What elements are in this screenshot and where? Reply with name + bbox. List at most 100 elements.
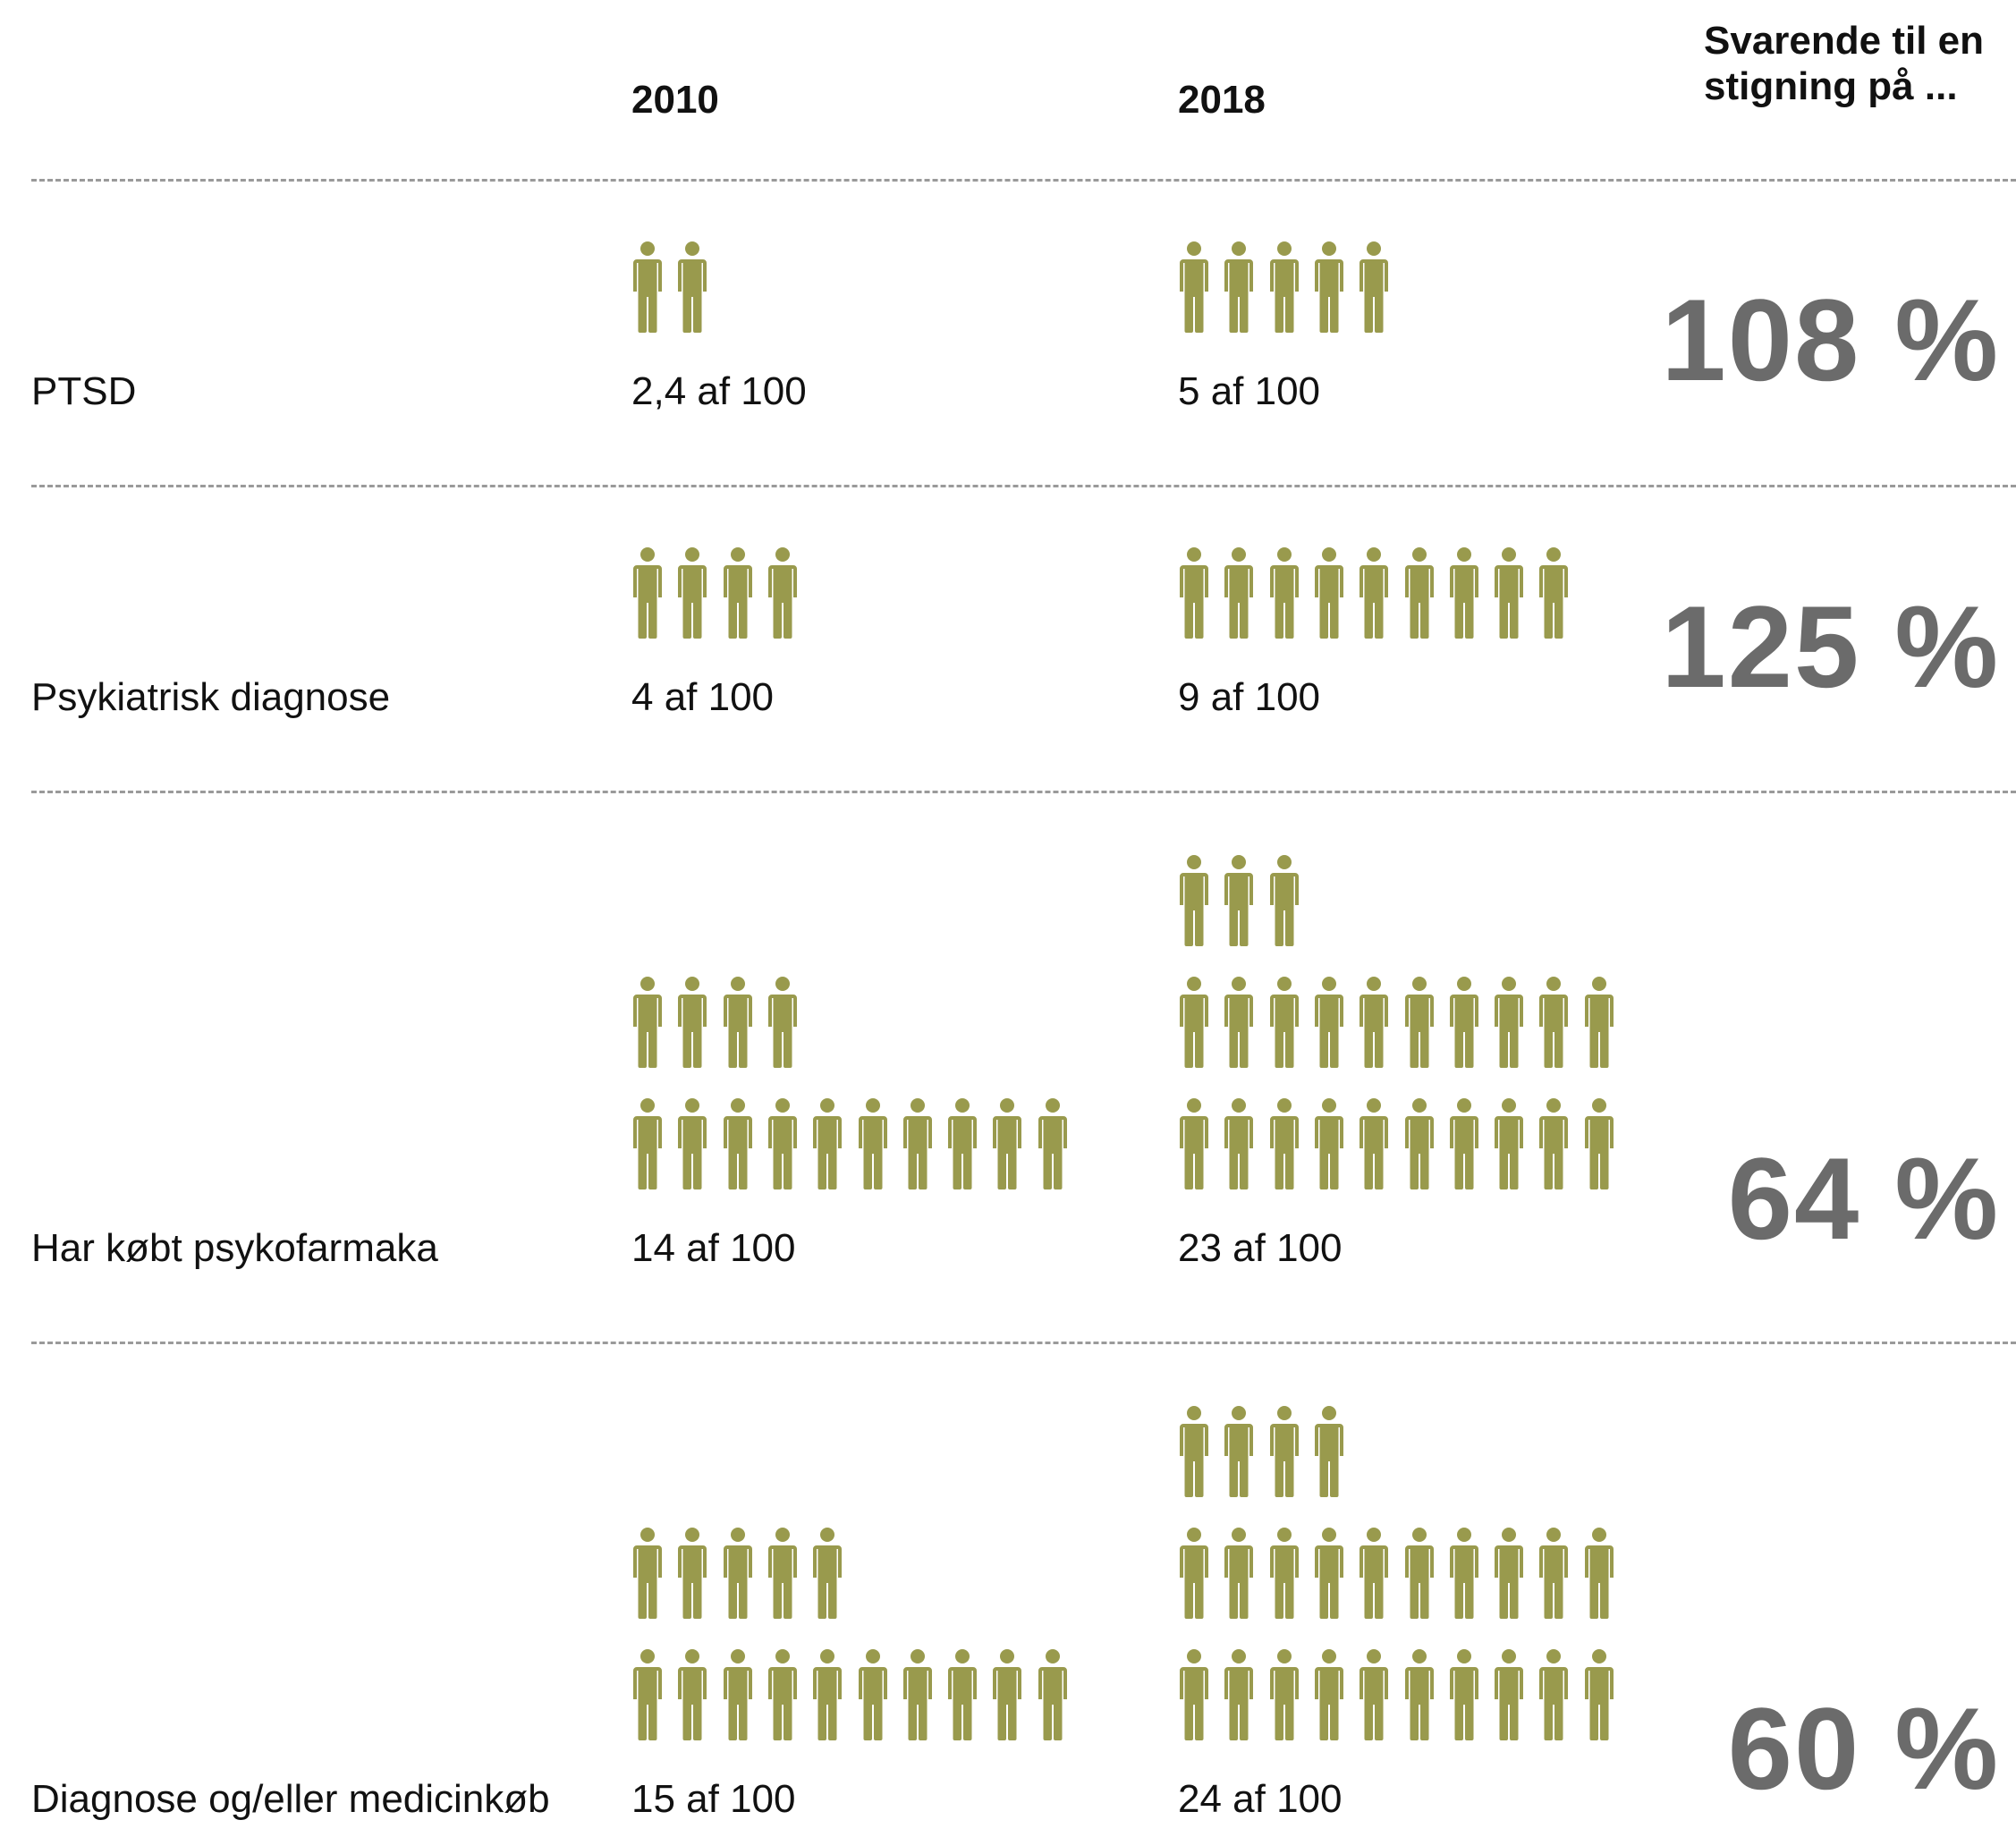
person-icon xyxy=(1268,977,1300,1068)
person-icon xyxy=(1403,977,1436,1068)
person-icon xyxy=(1537,1528,1570,1619)
person-icon xyxy=(1493,977,1525,1068)
value-label-2010: 4 af 100 xyxy=(631,675,775,719)
person-icon xyxy=(676,1649,708,1740)
person-icon xyxy=(1178,1528,1210,1619)
person-icon xyxy=(1493,1528,1525,1619)
person-icon xyxy=(811,1528,843,1619)
row-divider xyxy=(31,791,2016,793)
person-icon xyxy=(857,1649,889,1740)
person-icon xyxy=(1178,1406,1210,1497)
person-icon xyxy=(767,1528,799,1619)
person-icon xyxy=(631,1528,664,1619)
person-icon xyxy=(631,547,664,639)
person-icon xyxy=(767,1098,799,1189)
person-icon xyxy=(946,1098,978,1189)
person-icon xyxy=(1223,241,1255,333)
person-icon xyxy=(1448,547,1480,639)
row-label: Diagnose og/eller medicinkøb xyxy=(31,1777,550,1821)
column-header-2010: 2010 xyxy=(631,78,719,122)
person-icon xyxy=(1178,1098,1210,1189)
value-label-2018: 24 af 100 xyxy=(1178,1777,1343,1821)
person-icon xyxy=(1223,855,1255,946)
person-icon xyxy=(1313,547,1345,639)
person-icon xyxy=(1358,547,1390,639)
person-icon xyxy=(1403,1098,1436,1189)
person-icon xyxy=(1448,977,1480,1068)
person-icon xyxy=(1178,547,1210,639)
person-icon xyxy=(1178,977,1210,1068)
person-icon xyxy=(1493,547,1525,639)
person-icon xyxy=(1178,1649,1210,1740)
person-icon xyxy=(1448,1098,1480,1189)
person-icon xyxy=(1268,1649,1300,1740)
person-icon xyxy=(1358,977,1390,1068)
person-icon xyxy=(1448,1528,1480,1619)
person-icon xyxy=(902,1098,934,1189)
person-icon xyxy=(1178,241,1210,333)
person-icon xyxy=(1537,977,1570,1068)
person-icon xyxy=(1313,1098,1345,1189)
person-icon xyxy=(1268,855,1300,946)
person-icon xyxy=(1037,1098,1069,1189)
column-header-increase: Svarende til en stigning på ... xyxy=(1704,19,1985,109)
person-icon xyxy=(1313,1528,1345,1619)
person-icon xyxy=(1037,1649,1069,1740)
value-label-2018: 9 af 100 xyxy=(1178,675,1321,719)
row-divider xyxy=(31,179,2016,182)
person-icon xyxy=(722,1649,754,1740)
person-icon xyxy=(1583,977,1615,1068)
increase-percent: 125 % xyxy=(1661,581,2000,712)
person-icon xyxy=(1537,1649,1570,1740)
person-icon xyxy=(1358,1528,1390,1619)
person-icon xyxy=(991,1649,1023,1740)
person-icon xyxy=(857,1098,889,1189)
row-divider xyxy=(31,1342,2016,1344)
person-icon xyxy=(1448,1649,1480,1740)
person-icon xyxy=(1583,1098,1615,1189)
person-icon xyxy=(1403,1649,1436,1740)
row-label: Har købt psykofarmaka xyxy=(31,1226,438,1270)
person-icon xyxy=(767,977,799,1068)
person-icon xyxy=(1583,1649,1615,1740)
person-icon xyxy=(811,1649,843,1740)
person-icon xyxy=(1493,1098,1525,1189)
person-icon xyxy=(1268,241,1300,333)
person-icon xyxy=(1313,1406,1345,1497)
column-header-2018: 2018 xyxy=(1178,78,1266,122)
person-icon xyxy=(946,1649,978,1740)
person-icon xyxy=(767,547,799,639)
person-icon xyxy=(1223,1649,1255,1740)
person-icon xyxy=(1178,855,1210,946)
increase-percent: 64 % xyxy=(1727,1133,2000,1264)
person-icon xyxy=(767,1649,799,1740)
person-icon xyxy=(722,1528,754,1619)
row-divider xyxy=(31,485,2016,487)
person-icon xyxy=(676,241,708,333)
person-icon xyxy=(991,1098,1023,1189)
person-icon xyxy=(1403,547,1436,639)
person-icon xyxy=(676,1098,708,1189)
value-label-2010: 14 af 100 xyxy=(631,1226,796,1270)
person-icon xyxy=(811,1098,843,1189)
person-icon xyxy=(902,1649,934,1740)
person-icon xyxy=(1493,1649,1525,1740)
person-icon xyxy=(631,1098,664,1189)
value-label-2010: 15 af 100 xyxy=(631,1777,796,1821)
person-icon xyxy=(1268,547,1300,639)
person-icon xyxy=(676,977,708,1068)
increase-percent: 108 % xyxy=(1661,275,2000,405)
person-icon xyxy=(1268,1098,1300,1189)
person-icon xyxy=(1313,977,1345,1068)
person-icon xyxy=(1358,1649,1390,1740)
person-icon xyxy=(1583,1528,1615,1619)
value-label-2010: 2,4 af 100 xyxy=(631,369,807,413)
person-icon xyxy=(631,1649,664,1740)
person-icon xyxy=(722,1098,754,1189)
person-icon xyxy=(676,547,708,639)
value-label-2018: 23 af 100 xyxy=(1178,1226,1343,1270)
person-icon xyxy=(631,241,664,333)
person-icon xyxy=(722,547,754,639)
person-icon xyxy=(1223,977,1255,1068)
